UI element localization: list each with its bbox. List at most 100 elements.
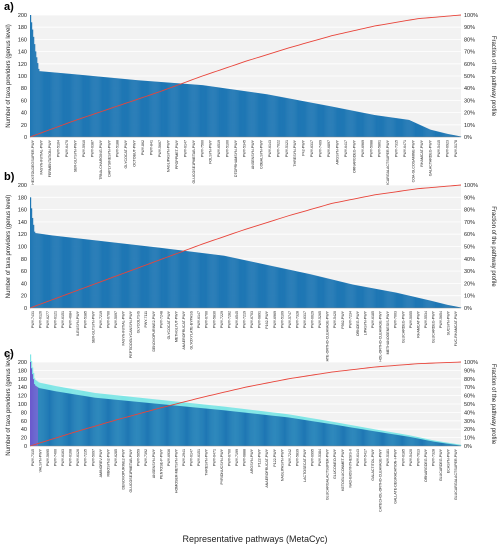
bar [249,91,251,137]
bar [414,438,416,446]
bar [358,285,360,308]
y-tick-label: 80 [21,257,27,263]
x-tick-label: PWY-5181 [386,449,390,466]
x-tick-label: PWY-6151 [61,311,65,328]
bar [192,407,194,446]
x-tick-label: PWY-6317 [303,311,307,328]
bar [149,246,151,308]
bar [427,440,429,446]
bar [58,236,60,308]
bar [385,290,387,308]
bar [418,298,421,308]
bar [85,239,87,308]
bar [221,255,224,308]
x-tick-label: PWY-6151 [197,449,201,466]
bar [46,234,48,308]
bar [107,241,110,308]
bar [373,288,375,308]
y-tick-label: 140 [18,50,27,56]
bar [82,395,84,446]
bar [197,252,199,308]
bar [278,96,280,137]
bar [165,404,167,446]
bar [129,401,131,446]
x-tick-label: OCTOBUT-PWY [133,139,137,166]
x-tick-label: SER-GLYSYN-PWY [91,310,95,343]
bar [150,403,152,446]
x-tick-label: PYRIDNUCSYN-PWY [220,448,224,484]
bar [342,108,345,137]
bar [188,251,190,308]
bar [454,444,457,446]
bar [226,410,228,446]
y-tick-label: 40 [21,111,27,117]
x-tick-label: FASYN-INITIAL-PWY [122,310,126,345]
bar [341,282,344,308]
x-tick-label: GLUCARGALACTSUPER-PWY [386,139,390,191]
bar [110,399,112,446]
bar [198,84,200,137]
bar [404,294,406,308]
bar [302,419,305,446]
bar [439,132,441,137]
bar [258,93,261,137]
bar [67,237,70,308]
bar [290,270,292,308]
y2-tick-label: 50% [464,74,475,80]
bar [416,297,419,308]
bar [135,80,137,137]
bar [145,80,148,137]
bar [64,236,67,308]
bar [384,116,386,137]
bar [452,306,454,308]
bar [242,259,244,308]
y-tick-label: 0 [24,306,27,312]
bar [369,430,371,446]
bar [168,248,170,308]
bar [43,71,45,137]
x-tick-label: GLUCOSE1PMETAB-PWY [192,139,196,183]
bar [402,119,404,137]
bar [72,237,74,308]
bar [448,134,450,137]
bar [444,443,446,446]
bar [42,234,44,308]
bar [132,79,134,137]
bar [325,105,327,137]
bar [96,397,98,446]
x-tick-label: PWY-7248 [159,311,163,328]
bar [191,84,193,137]
panel-label: a) [4,1,14,13]
bar [449,134,451,137]
bar [109,399,111,446]
bar [150,246,152,308]
bar [291,270,293,308]
bar [334,107,336,137]
bar [132,244,134,308]
bar [320,104,322,137]
x-tick-label: PWY-6163 [61,449,65,466]
bar [293,270,295,308]
bar [331,279,333,308]
bar [247,260,249,308]
x-tick-label: ARGSYN-PWY [335,139,339,164]
bar [290,417,292,446]
bar [82,238,84,308]
bar [281,97,283,137]
bar [307,273,309,308]
bar [419,298,422,308]
bar [251,261,253,308]
bar [354,111,356,137]
x-tick-label: RIBOSYN2-PWY [106,448,110,476]
x-tick-label: PWY-5178 [454,140,458,157]
x-tick-label: METHGLYUT-PWY [174,310,178,342]
x-tick-label: PWY-5097 [91,449,95,466]
bar [431,441,433,446]
bar [426,299,428,308]
bar [375,431,378,446]
bar [39,71,41,137]
bar [300,419,303,446]
y-tick-label: 140 [18,220,27,226]
x-tick-label: DENOVOPURINE2-PWY [122,448,126,489]
bar [91,397,93,446]
